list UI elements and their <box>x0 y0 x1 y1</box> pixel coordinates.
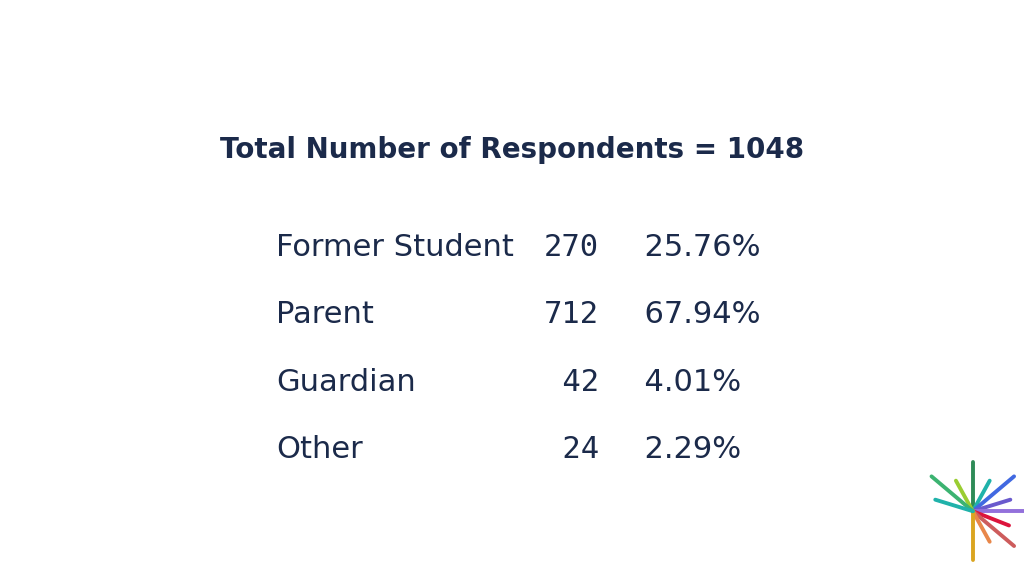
Text: Other: Other <box>276 435 364 464</box>
Text: Respondent Demographics: Respondent Demographics <box>174 24 850 67</box>
Text: Former Student: Former Student <box>276 233 514 262</box>
Text: Parent: Parent <box>276 300 375 329</box>
Text: Guardian: Guardian <box>276 368 416 397</box>
Text: Kansas State Department of Education | www.ksde.org |: Kansas State Department of Education | w… <box>18 541 413 556</box>
Text: 24: 24 <box>544 435 599 464</box>
Text: 2.29%: 2.29% <box>625 435 740 464</box>
Text: #KansansCan: #KansansCan <box>231 541 339 555</box>
Text: 270: 270 <box>544 233 599 262</box>
Text: Total Number of Respondents = 1048: Total Number of Respondents = 1048 <box>220 136 804 164</box>
Text: Kansas leads the world in the success of each student.: Kansas leads the world in the success of… <box>482 541 901 556</box>
Text: 712: 712 <box>544 300 599 329</box>
Text: 25.76%: 25.76% <box>625 233 760 262</box>
Text: 4.01%: 4.01% <box>625 368 740 397</box>
Text: 42: 42 <box>544 368 599 397</box>
Text: 67.94%: 67.94% <box>625 300 760 329</box>
